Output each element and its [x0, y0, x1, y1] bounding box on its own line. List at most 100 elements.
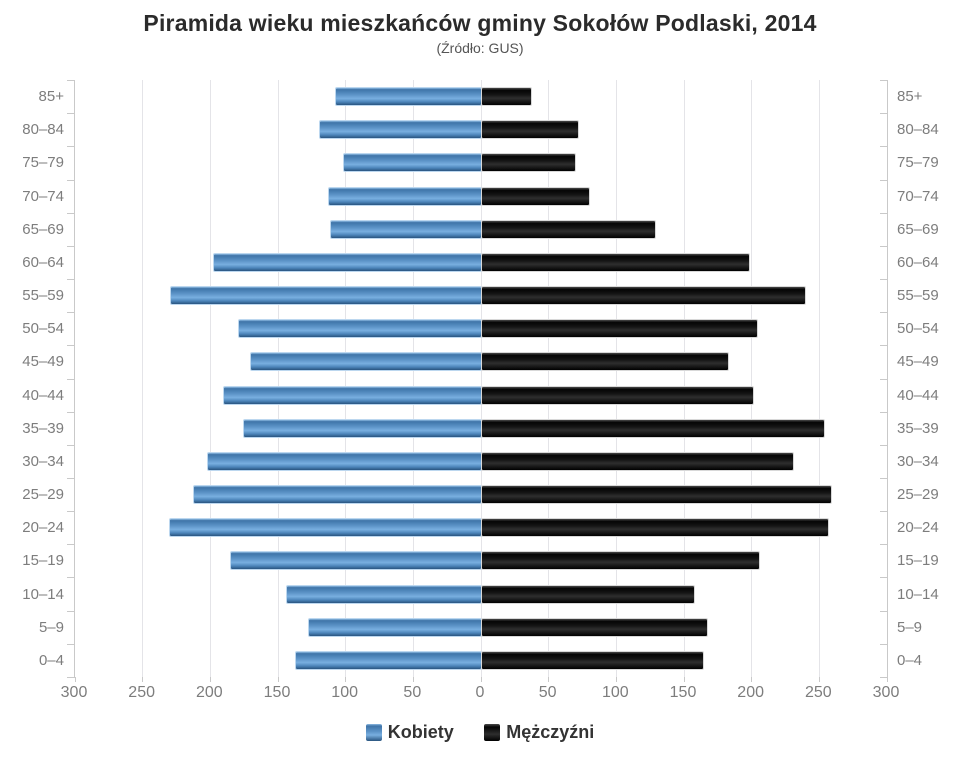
- x-tick-label: 150: [669, 684, 697, 701]
- age-label-left: 85+: [38, 88, 64, 106]
- legend-item-kobiety[interactable]: Kobiety: [365, 722, 454, 743]
- y-axis-tick-left: [67, 379, 75, 380]
- age-label-left: 5–9: [38, 618, 64, 636]
- x-axis-tick: [74, 677, 76, 682]
- age-label-right: 5–9: [897, 618, 923, 636]
- male-bar-75–79: [482, 154, 576, 172]
- y-axis-tick-right: [880, 611, 888, 612]
- female-bar-25–29: [194, 486, 481, 504]
- age-label-left: 20–24: [22, 519, 64, 537]
- male-bar-20–24: [482, 519, 829, 537]
- grid-line: [751, 80, 753, 677]
- female-bar-15–19: [230, 552, 481, 570]
- y-axis-tick-left: [67, 412, 75, 413]
- y-axis-tick-left: [67, 180, 75, 181]
- age-label-left: 0–4: [38, 651, 64, 669]
- female-bar-35–39: [244, 419, 481, 437]
- x-axis-tick: [548, 677, 550, 682]
- x-axis-tick: [345, 677, 347, 682]
- y-axis-tick-right: [880, 146, 888, 147]
- y-axis-tick-left: [67, 445, 75, 446]
- male-bar-35–39: [482, 419, 825, 437]
- age-label-left: 80–84: [22, 121, 64, 139]
- grid-line: [209, 80, 211, 677]
- female-bar-40–44: [223, 386, 481, 404]
- x-tick-label: 250: [128, 684, 155, 701]
- legend-item-mezczyzni[interactable]: Mężczyźni: [484, 722, 594, 743]
- female-bar-75–79: [344, 154, 481, 172]
- y-axis-tick-left: [67, 279, 75, 280]
- male-bar-85+: [482, 88, 531, 106]
- plot-area: [67, 80, 888, 682]
- female-bar-60–64: [214, 253, 481, 271]
- male-bar-50–54: [482, 320, 757, 338]
- y-axis-tick-left: [67, 577, 75, 578]
- y-axis-tick-left: [67, 478, 75, 479]
- y-axis-tick-right: [880, 445, 888, 446]
- male-bar-25–29: [482, 486, 832, 504]
- female-bar-10–14: [287, 585, 481, 603]
- mezczyzni-swatch-icon: [484, 724, 501, 741]
- y-axis-tick-left: [67, 677, 75, 678]
- x-axis-tick: [886, 677, 888, 682]
- age-label-right: 40–44: [897, 386, 939, 404]
- female-bar-45–49: [250, 353, 481, 371]
- y-axis-tick-right: [880, 379, 888, 380]
- x-axis-tick: [615, 677, 617, 682]
- grid-line: [412, 80, 414, 677]
- age-label-right: 25–29: [897, 486, 939, 504]
- male-bar-70–74: [482, 187, 589, 205]
- age-label-right: 65–69: [897, 220, 939, 238]
- chart-subtitle: (Źródło: GUS): [436, 40, 524, 56]
- x-tick-label: 50: [403, 684, 422, 701]
- x-axis-tick: [480, 677, 482, 682]
- y-axis-tick-right: [880, 345, 888, 346]
- y-axis-tick-left: [67, 611, 75, 612]
- age-label-left: 35–39: [22, 419, 64, 437]
- grid-line: [345, 80, 347, 677]
- x-tick-label: 100: [601, 684, 629, 701]
- female-bar-65–69: [330, 220, 481, 238]
- male-bar-65–69: [482, 220, 656, 238]
- female-bar-50–54: [238, 320, 481, 338]
- male-bar-15–19: [482, 552, 760, 570]
- x-axis-tick: [412, 677, 414, 682]
- male-bar-80–84: [482, 121, 579, 139]
- age-label-right: 55–59: [897, 287, 939, 305]
- chart-title: Piramida wieku mieszkańców gminy Sokołów…: [143, 10, 817, 36]
- age-label-left: 30–34: [22, 452, 64, 470]
- x-axis-tick: [277, 677, 279, 682]
- age-label-left: 10–14: [22, 585, 64, 603]
- y-axis-tick-left: [67, 246, 75, 247]
- x-tick-label: 50: [538, 684, 557, 701]
- age-label-left: 55–59: [22, 287, 64, 305]
- age-label-right: 50–54: [897, 320, 939, 338]
- male-bar-30–34: [482, 452, 794, 470]
- y-axis-tick-left: [67, 312, 75, 313]
- age-label-left: 70–74: [22, 187, 64, 205]
- female-bar-85+: [336, 88, 481, 106]
- age-label-left: 25–29: [22, 486, 64, 504]
- male-bar-55–59: [482, 287, 806, 305]
- female-bar-5–9: [309, 618, 481, 636]
- kobiety-swatch-icon: [365, 724, 382, 741]
- age-label-left: 40–44: [22, 386, 64, 404]
- male-bar-0–4: [482, 651, 703, 669]
- x-tick-label: 150: [263, 684, 291, 701]
- y-axis-tick-right: [880, 279, 888, 280]
- age-label-right: 35–39: [897, 419, 939, 437]
- grid-line: [142, 80, 144, 677]
- age-label-right: 70–74: [897, 187, 939, 205]
- y-axis-tick-left: [67, 644, 75, 645]
- female-bar-30–34: [207, 452, 481, 470]
- y-axis-tick-left: [67, 146, 75, 147]
- male-bar-10–14: [482, 585, 695, 603]
- age-label-right: 45–49: [897, 353, 939, 371]
- grid-line: [615, 80, 617, 677]
- y-axis-tick-left: [67, 544, 75, 545]
- x-tick-label: 250: [804, 684, 832, 701]
- y-axis-tick-right: [880, 180, 888, 181]
- male-bar-40–44: [482, 386, 753, 404]
